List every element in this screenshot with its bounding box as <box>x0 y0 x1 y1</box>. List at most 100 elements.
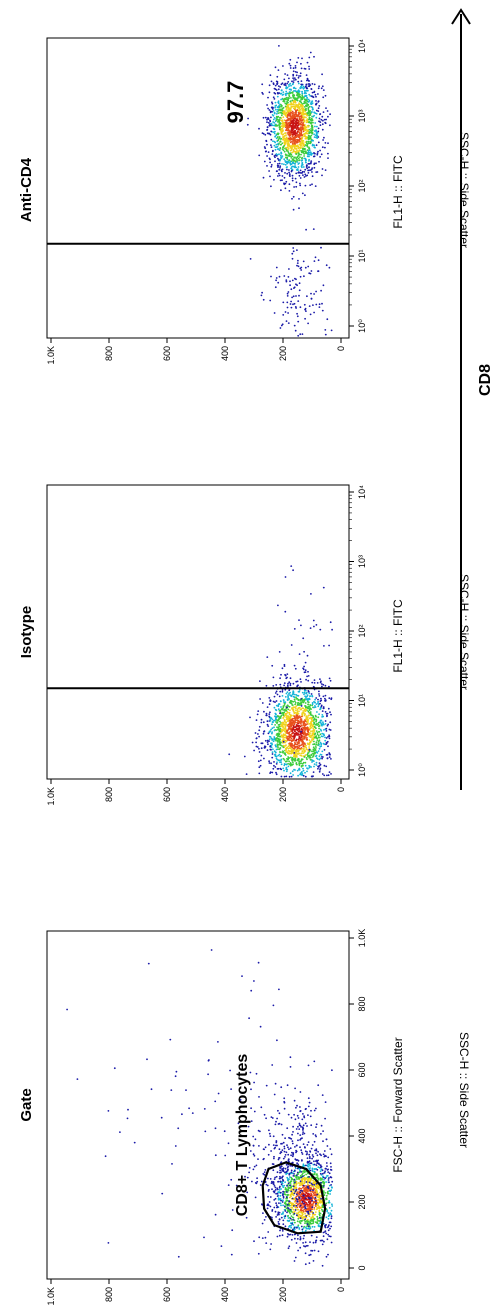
scatter-point <box>281 1178 284 1181</box>
scatter-point <box>291 1140 294 1142</box>
scatter-point <box>314 1134 317 1136</box>
scatter-point <box>275 1202 277 1205</box>
scatter-point <box>280 768 283 771</box>
scatter-point <box>267 151 270 154</box>
scatter-point <box>269 1178 272 1180</box>
scatter-point <box>314 1211 317 1213</box>
panel-title: Gate <box>18 1088 35 1121</box>
scatter-point <box>294 78 297 81</box>
scatter-point <box>280 92 283 95</box>
scatter-point <box>323 734 326 737</box>
scatter-point <box>293 1233 296 1236</box>
scatter-point <box>305 1245 308 1247</box>
scatter-point <box>292 569 294 572</box>
scatter-point <box>307 767 309 770</box>
scatter-point <box>320 118 323 121</box>
scatter-point <box>292 691 295 694</box>
scatter-point <box>308 698 311 701</box>
scatter-point <box>287 711 289 714</box>
scatter-point <box>309 740 312 743</box>
scatter-point <box>294 1158 297 1160</box>
scatter-point <box>146 1058 148 1061</box>
scatter-point <box>299 700 302 702</box>
scatter-point <box>284 1167 287 1170</box>
scatter-point <box>309 1165 311 1167</box>
scatter-point <box>314 1149 316 1152</box>
scatter-point <box>301 1190 304 1192</box>
scatter-point <box>287 695 289 698</box>
scatter-point <box>271 723 273 726</box>
scatter-point <box>290 565 293 567</box>
scatter-point <box>287 1168 289 1171</box>
scatter-point <box>317 141 320 144</box>
scatter-point <box>324 1177 327 1180</box>
scatter-point <box>330 1209 333 1212</box>
scatter-point <box>258 1145 260 1147</box>
scatter-point <box>315 1126 317 1128</box>
y-tick-label: 0 <box>336 787 346 792</box>
scatter-point <box>302 1184 305 1187</box>
scatter-point <box>272 1169 275 1172</box>
scatter-point <box>304 669 307 672</box>
scatter-point <box>275 771 277 774</box>
scatter-point <box>326 1145 329 1147</box>
scatter-point <box>310 117 313 120</box>
scatter-point <box>308 717 311 720</box>
scatter-point <box>284 576 287 578</box>
scatter-point <box>273 764 275 767</box>
scatter-point <box>290 105 293 108</box>
scatter-point <box>281 148 284 151</box>
scatter-point <box>276 136 279 139</box>
scatter-point <box>293 698 296 701</box>
scatter-point <box>290 84 292 87</box>
scatter-point <box>269 771 272 774</box>
scatter-point <box>299 1246 302 1249</box>
scatter-point <box>306 112 309 114</box>
scatter-point <box>315 1222 318 1224</box>
scatter-point <box>275 709 278 712</box>
scatter-point <box>309 704 311 706</box>
scatter-point <box>294 1146 296 1148</box>
x-tick-label: 800 <box>357 996 367 1011</box>
scatter-point <box>292 700 295 703</box>
scatter-point <box>289 682 292 685</box>
scatter-point <box>296 1159 299 1161</box>
scatter-point <box>317 705 320 708</box>
scatter-point <box>307 1105 310 1108</box>
scatter-point <box>301 119 303 122</box>
scatter-point <box>295 121 297 124</box>
scatter-point <box>304 695 306 698</box>
scatter-point <box>329 679 332 682</box>
scatter-point <box>319 702 321 705</box>
scatter-point <box>230 1178 233 1181</box>
scatter-point <box>282 746 285 749</box>
scatter-point <box>295 1144 298 1147</box>
scatter-point <box>299 747 301 750</box>
scatter-point <box>273 726 275 729</box>
scatter-point <box>298 109 300 112</box>
scatter-point <box>276 1117 278 1120</box>
scatter-point <box>312 1182 315 1185</box>
scatter-point <box>283 158 286 161</box>
scatter-point <box>312 1203 314 1205</box>
scatter-point <box>297 1249 299 1252</box>
scatter-point <box>207 1073 210 1076</box>
scatter-point <box>304 173 307 176</box>
scatter-point <box>316 711 318 713</box>
scatter-point <box>281 728 284 731</box>
scatter-point <box>278 1112 281 1115</box>
scatter-point <box>285 749 287 751</box>
scatter-point <box>291 1155 294 1158</box>
scatter-point <box>318 160 320 163</box>
scatter-point <box>289 709 291 712</box>
scatter-point <box>290 1190 293 1193</box>
scatter-point <box>290 1186 293 1189</box>
scatter-point <box>280 1183 283 1186</box>
scatter-point <box>273 1157 275 1160</box>
scatter-point <box>317 721 320 724</box>
scatter-point <box>267 725 270 727</box>
scatter-point <box>310 1234 313 1237</box>
scatter-point <box>323 1194 326 1197</box>
scatter-point <box>292 722 294 724</box>
